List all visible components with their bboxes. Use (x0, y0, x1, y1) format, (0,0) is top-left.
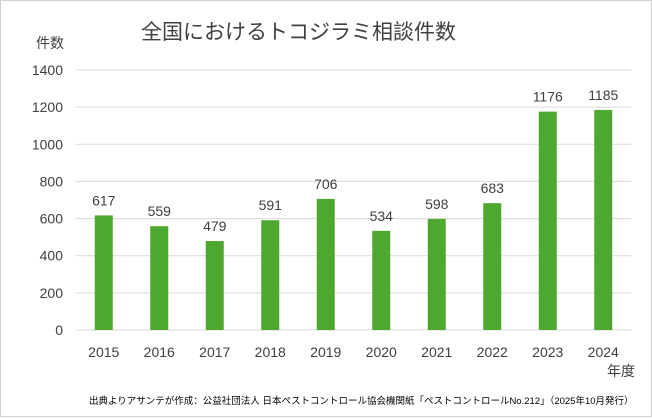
data-label: 617 (92, 192, 116, 208)
y-tick-label: 1400 (32, 62, 63, 78)
bar-2021 (427, 218, 446, 330)
data-label: 1185 (588, 87, 618, 103)
y-tick-label: 600 (40, 211, 64, 227)
data-label: 683 (481, 180, 505, 196)
bar-2016 (150, 226, 169, 330)
bar-2015 (94, 215, 113, 330)
bar-2019 (316, 198, 335, 330)
y-tick-label: 800 (40, 173, 64, 189)
data-label: 598 (425, 196, 449, 212)
bar-2022 (483, 203, 502, 330)
bar-2023 (538, 111, 557, 330)
x-tick-label: 2022 (477, 344, 508, 360)
y-tick-label: 0 (55, 322, 63, 338)
data-label: 706 (314, 176, 338, 192)
bar-2017 (205, 241, 224, 330)
bar-2018 (261, 220, 280, 330)
y-tick-label: 200 (40, 285, 64, 301)
x-tick-label: 2019 (310, 344, 341, 360)
data-label: 591 (259, 197, 283, 213)
y-tick-label: 1200 (32, 99, 63, 115)
y-tick-label: 400 (40, 248, 64, 264)
x-tick-label: 2023 (532, 344, 563, 360)
data-label: 559 (148, 203, 172, 219)
y-tick-label: 1000 (32, 136, 63, 152)
x-tick-label: 2015 (88, 344, 119, 360)
data-label: 1176 (533, 89, 563, 105)
x-tick-label: 2020 (366, 344, 397, 360)
data-label: 479 (203, 218, 227, 234)
y-axis-label: 件数 (36, 35, 64, 51)
x-tick-label: 2017 (199, 344, 230, 360)
x-tick-label: 2018 (255, 344, 286, 360)
source-note: 出典よりアサンテが作成：公益社団法人 日本ペストコントロール協会機関紙「ペストコ… (89, 395, 634, 407)
bar-2024 (594, 109, 613, 330)
data-label: 534 (370, 208, 394, 224)
x-axis-label: 年度 (607, 363, 635, 379)
x-tick-label: 2021 (421, 344, 452, 360)
x-tick-label: 2024 (588, 344, 619, 360)
chart-title: 全国におけるトコジラミ相談件数 (141, 21, 456, 44)
bar-2020 (372, 230, 391, 330)
x-tick-label: 2016 (144, 344, 175, 360)
